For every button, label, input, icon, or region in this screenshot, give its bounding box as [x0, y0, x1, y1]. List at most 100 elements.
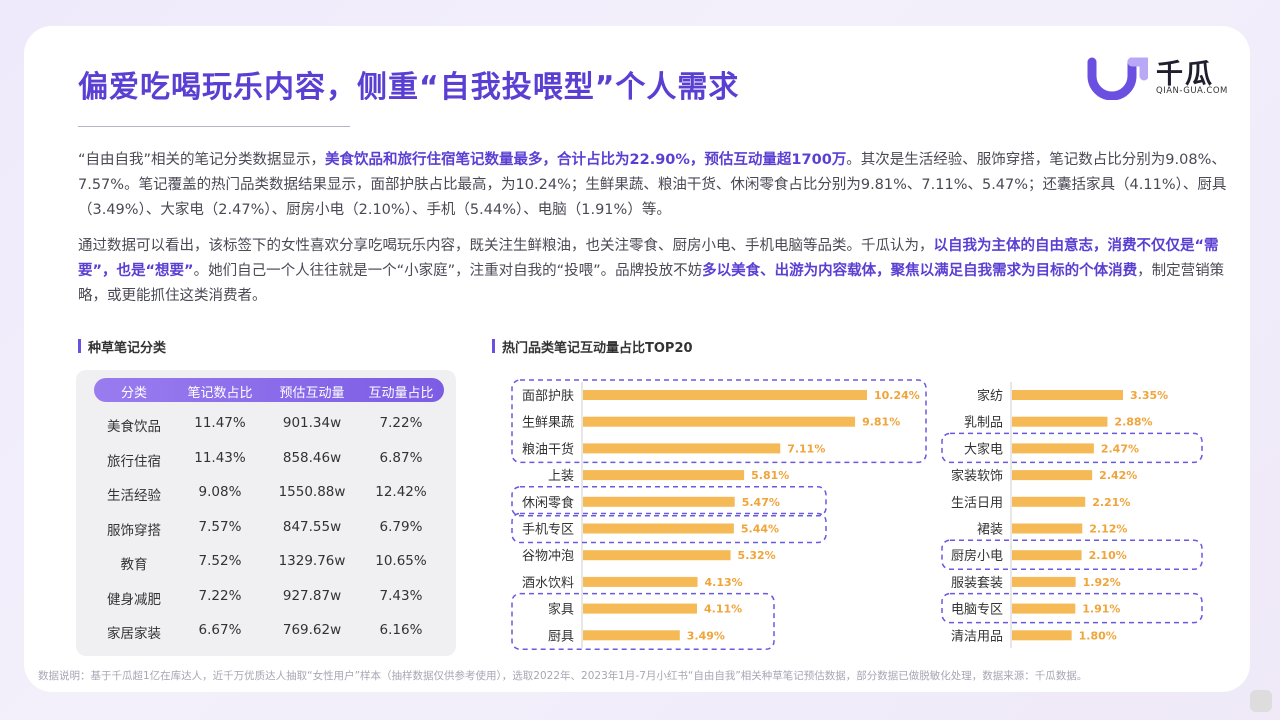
chart-bar [583, 390, 867, 400]
chart-category-label: 休闲零食 [522, 495, 574, 511]
p2-text-a: 通过数据可以看出，该标签下的女性喜欢分享吃喝玩乐内容，既关注生鲜粮油，也关注零食… [78, 238, 934, 254]
chart-value-label: 2.88% [1114, 416, 1152, 429]
p1-text-a: “自由自我”相关的笔记分类数据显示， [78, 152, 326, 168]
table-cell: 10.65% [375, 553, 427, 569]
header-category: 分类 [120, 386, 147, 401]
chart-category-label: 家具 [548, 602, 574, 618]
data-footnote: 数据说明：基于千瓜超1亿在库达人，近千万优质达人抽取“女性用户”样本（抽样数据仅… [38, 670, 1088, 682]
chart-category-label: 大家电 [964, 441, 1003, 457]
table-row-label: 服饰穿搭 [107, 522, 161, 539]
chart-category-label: 上装 [548, 469, 574, 484]
table-cell: 858.46w [282, 449, 342, 466]
chart-category-label: 服装套装 [951, 575, 1003, 591]
chart-value-label: 5.44% [741, 523, 779, 536]
chart-bar [1012, 630, 1072, 641]
chart-value-label: 2.10% [1089, 549, 1127, 562]
chart-highlight-box [511, 592, 775, 651]
chart-value-label: 5.47% [742, 496, 780, 509]
chart-value-label: 10.24% [874, 389, 920, 402]
chart-category-label: 家装软饰 [951, 468, 1003, 484]
chart-category-label: 生活日用 [951, 496, 1003, 511]
chart-value-label: 9.81% [862, 416, 900, 429]
summary-paragraph-1: “自由自我”相关的笔记分类数据显示，美食饮品和旅行住宿笔记数量最多，合计占比为2… [78, 148, 1228, 223]
logo-mark-icon [1087, 57, 1148, 100]
table-cell: 11.47% [194, 415, 246, 431]
chart-bar [1012, 576, 1076, 587]
p2-text-c: 。她们自己一个人往往就是一个“小家庭”，注重对自我的“投喂”。品牌投放不妨 [193, 263, 703, 279]
chart-value-label: 1.80% [1079, 629, 1117, 642]
chart-bar [1012, 443, 1094, 454]
chart-highlight-box [941, 432, 1203, 464]
chart-value-label: 3.35% [1130, 389, 1168, 402]
table-row-label: 美食饮品 [107, 419, 161, 435]
chart-highlight-box [511, 486, 827, 517]
chart-bar [583, 630, 680, 641]
table-cell: 7.43% [379, 587, 423, 604]
table-cell: 7.52% [198, 553, 242, 569]
table-cell: 1329.76w [278, 553, 346, 569]
chart-category-label: 清洁用品 [951, 629, 1003, 644]
summary-paragraph-2: 通过数据可以看出，该标签下的女性喜欢分享吃喝玩乐内容，既关注生鲜粮油，也关注零食… [78, 234, 1228, 309]
chart-category-label: 谷物冲泡 [522, 549, 574, 564]
chart-category-label: 酒水饮料 [522, 576, 574, 591]
p2-text-e: ，制定营销策略，或更能抓住这类消费者。 [78, 263, 1225, 304]
table-section-label: 种草笔记分类 [78, 337, 166, 356]
table-cell: 12.42% [375, 484, 427, 500]
chart-highlight-box [511, 379, 927, 464]
chart-bar [1012, 470, 1093, 481]
table-cell: 6.16% [379, 622, 423, 638]
chart-category-label: 乳制品 [964, 416, 1003, 431]
chart-category-label: 家纺 [977, 388, 1003, 404]
logo-url: QIAN-GUA.COM [1156, 86, 1228, 96]
chart-category-label: 面部护肤 [522, 389, 574, 404]
category-table: 分类 笔记数占比 预估互动量 互动量占比 美食饮品 11.47% 901.34w 7.… [76, 370, 456, 656]
table-cell: 1550.88w [278, 484, 346, 500]
table-cell: 7.57% [198, 518, 242, 535]
chart-value-label: 2.42% [1099, 469, 1137, 482]
p1-text-c: 。其次是生活经验、服饰穿搭，笔记数占比分别为9.08%、7.57%。笔记覆盖的热… [78, 152, 1227, 218]
chart-highlight-box [511, 512, 827, 544]
chart-value-label: 4.11% [704, 603, 742, 616]
chart-value-label: 5.32% [738, 549, 776, 562]
table-header: 分类 笔记数占比 预估互动量 互动量占比 [94, 378, 444, 402]
table-row-label: 旅行住宿 [107, 453, 161, 470]
table-cell: 7.22% [198, 587, 242, 604]
chart-bar [1012, 523, 1083, 534]
chart-value-label: 4.13% [705, 576, 743, 589]
chart-highlight-box [941, 539, 1203, 570]
chart-value-label: 1.92% [1083, 576, 1121, 589]
table-cell: 927.87w [282, 587, 342, 604]
chart-bar [583, 443, 781, 454]
table-row-label: 健身减肥 [107, 591, 161, 608]
table-row-label: 家居家装 [107, 626, 161, 642]
chart-bar [583, 496, 735, 507]
corner-badge [1250, 690, 1272, 712]
chart-bar [583, 550, 731, 561]
chart-bar [583, 523, 734, 534]
logo-name: 千瓜 [1156, 59, 1214, 90]
chart-bar [1012, 550, 1082, 561]
chart-value-label: 1.91% [1082, 603, 1120, 616]
table-cell: 7.22% [379, 415, 423, 431]
chart-bar [583, 576, 698, 587]
table-cell: 847.55w [282, 518, 342, 535]
chart-value-label: 2.12% [1089, 523, 1127, 536]
table-cell: 901.34w [282, 415, 342, 431]
table-cell: 6.87% [379, 449, 423, 466]
table-cell: 11.43% [194, 449, 246, 466]
chart-value-label: 7.11% [787, 442, 825, 455]
table-row-label: 教育 [120, 557, 148, 573]
chart-value-label: 5.81% [751, 469, 789, 482]
header-interaction-share: 互动量占比 [368, 386, 434, 401]
chart-value-label: 2.21% [1092, 496, 1130, 509]
table-cell: 6.67% [198, 622, 242, 638]
p2-highlight-2: 多以美食、出游为内容载体，聚焦以满足自我需求为目标的个体消费 [702, 263, 1138, 279]
chart-value-label: 3.49% [687, 629, 725, 642]
chart-category-label: 厨房小电 [951, 548, 1003, 564]
chart-bar [1012, 416, 1108, 427]
chart-section-label: 热门品类笔记互动量占比TOP20 [492, 337, 693, 356]
table-cell: 6.79% [379, 518, 423, 535]
title-divider [78, 126, 350, 127]
chart-category-label: 粮油干货 [522, 441, 574, 457]
